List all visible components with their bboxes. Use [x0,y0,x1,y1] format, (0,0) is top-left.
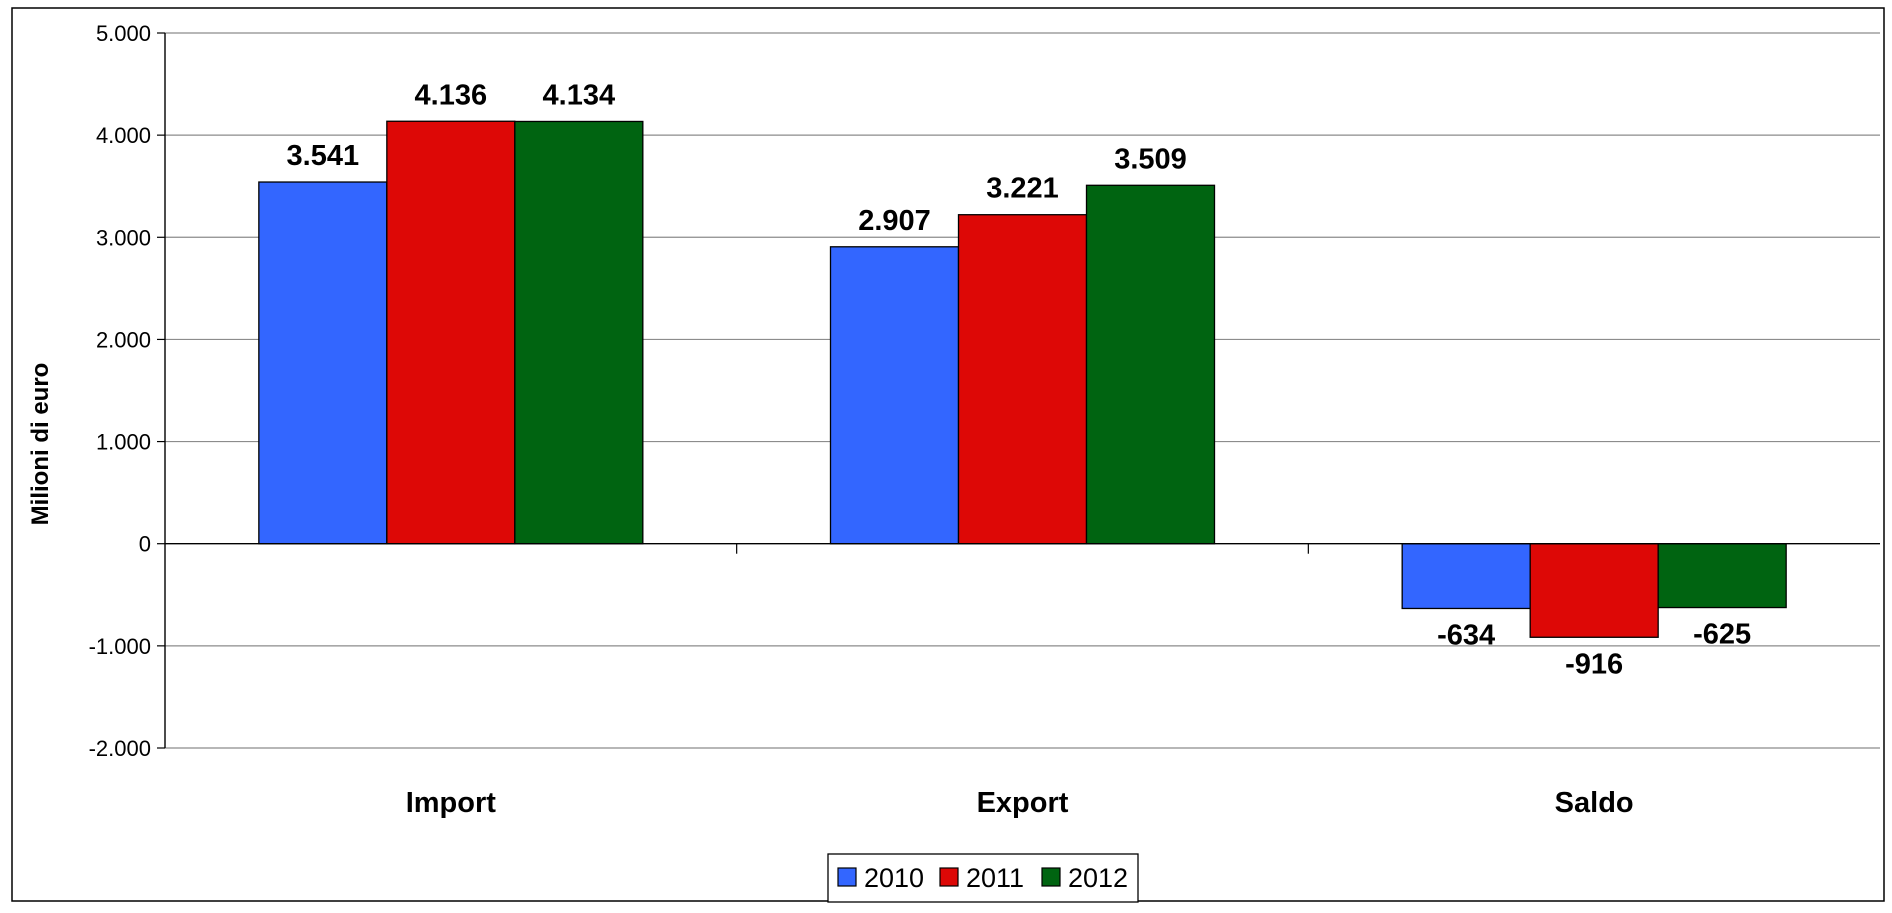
legend-label: 2011 [966,863,1024,893]
legend-swatch [837,867,857,887]
y-tick-label: 5.000 [96,21,151,46]
data-label: 3.541 [287,140,360,172]
data-label: 3.221 [986,173,1059,205]
legend: 2010 2011 2012 [827,853,1139,903]
bars [258,120,1787,638]
bar [1401,543,1531,610]
y-tick-label: -1.000 [89,634,151,659]
data-labels: 3.541 4.136 4.134 2.907 3.221 3.509 -634 -916 -6… [287,79,1752,680]
y-tick-label: 2.000 [96,327,151,352]
x-category-label: Export [977,787,1069,819]
bar [957,214,1088,545]
y-tick-label: 1.000 [96,430,151,455]
axes: 5.000 4.000 3.000 2.000 1.000 0 -1.000 -2.000 Im… [89,21,1880,819]
x-category-label: Saldo [1555,787,1634,819]
y-tick-label: -2.000 [89,736,151,761]
data-label: -625 [1693,619,1751,651]
y-tick-label: 3.000 [96,225,151,250]
bar [386,120,516,545]
legend-swatch [939,867,959,887]
data-label: 3.509 [1114,143,1187,175]
data-label: -634 [1437,619,1495,651]
bar [258,181,388,545]
y-axis-title: Milioni di euro [27,363,54,526]
x-category-label: Import [406,787,497,819]
data-label: -916 [1565,648,1623,680]
bar [1657,543,1787,609]
y-tick-label: 4.000 [96,123,151,148]
legend-label: 2010 [864,863,924,893]
y-tick-label: 0 [139,532,151,557]
bar [1085,184,1216,545]
data-label: 4.136 [415,79,488,111]
bar [514,120,644,545]
data-label: 4.134 [543,79,616,111]
bar [829,246,960,545]
legend-swatch [1041,867,1061,887]
legend-box [827,853,1139,903]
bar [1529,543,1659,638]
data-label: 2.907 [858,205,931,237]
legend-label: 2012 [1068,863,1128,893]
